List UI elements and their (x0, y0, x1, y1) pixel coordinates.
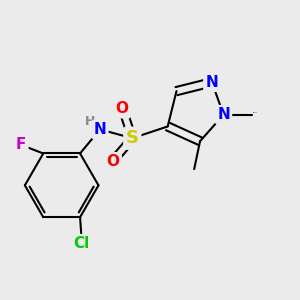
Text: F: F (16, 137, 26, 152)
Text: O: O (107, 154, 120, 169)
Text: N: N (206, 75, 218, 90)
Text: N: N (94, 122, 106, 137)
Text: O: O (116, 101, 128, 116)
Text: Cl: Cl (74, 236, 90, 251)
Text: N: N (217, 107, 230, 122)
Text: S: S (126, 129, 139, 147)
Text: methyl: methyl (253, 112, 258, 113)
Text: H: H (85, 115, 95, 128)
